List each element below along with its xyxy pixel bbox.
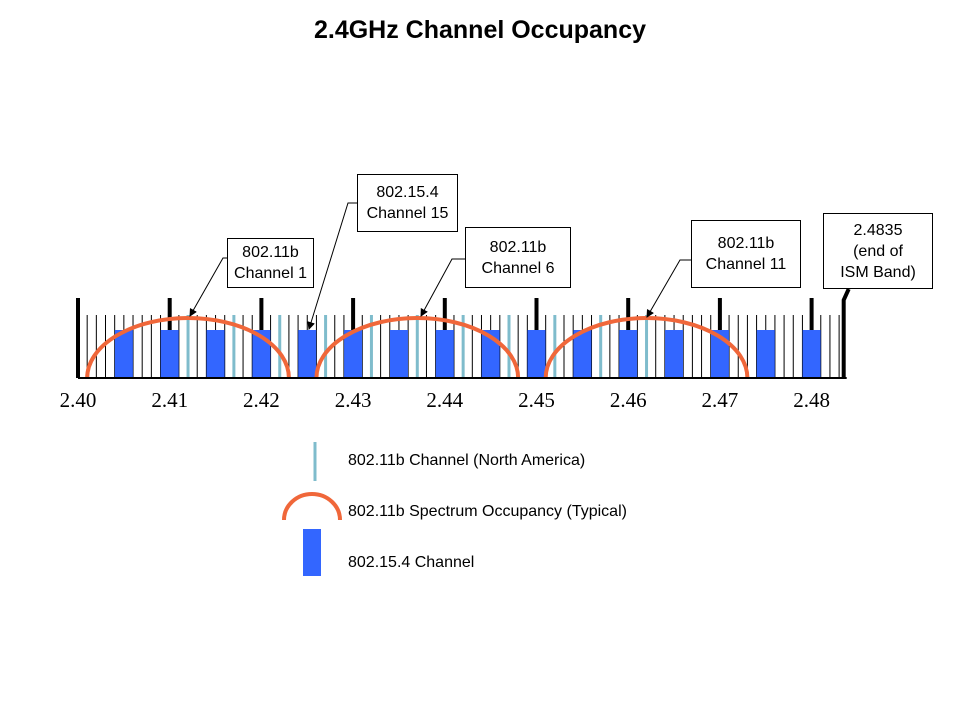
callout-leader-arrow bbox=[307, 202, 357, 330]
ism-band-end-line bbox=[841, 288, 851, 378]
legend-wifi-channel-label: 802.11b Channel (North America) bbox=[348, 452, 586, 469]
callout-line: 802.11b bbox=[489, 238, 547, 256]
wifi-occupancy-arc bbox=[85, 316, 291, 379]
zigbee-channel-bar bbox=[665, 330, 684, 378]
callout-line: 802.11b bbox=[242, 244, 299, 261]
callout-leader-arrow bbox=[420, 258, 465, 317]
tick-label: 2.44 bbox=[426, 388, 463, 412]
tick-label: 2.46 bbox=[610, 388, 647, 412]
zigbee-channel-bar bbox=[344, 330, 363, 378]
wifi-occupancy-arc bbox=[543, 316, 750, 379]
zigbee-channel-bar bbox=[298, 330, 317, 378]
callout-leader-arrow bbox=[646, 259, 691, 318]
callout-line: ISM Band) bbox=[840, 263, 916, 281]
zigbee-channel-bar bbox=[206, 330, 225, 378]
callout-channel-6: 802.11b Channel 6 bbox=[465, 227, 571, 288]
callout-line: 802.15.4 bbox=[376, 184, 439, 201]
callout-line: 802.11b bbox=[717, 235, 775, 252]
callout-leader-arrow bbox=[189, 257, 227, 317]
tick-label: 2.45 bbox=[518, 388, 555, 412]
zigbee-channel-bar bbox=[527, 330, 546, 378]
zigbee-channel-bar bbox=[573, 330, 592, 378]
zigbee-channel-bar bbox=[802, 330, 821, 378]
callout-line: Channel 1 bbox=[234, 265, 307, 282]
legend-wifi-occupancy-label: 802.11b Spectrum Occupancy (Typical) bbox=[348, 503, 627, 520]
zigbee-channel-bar bbox=[389, 330, 408, 378]
callout-line: Channel 15 bbox=[366, 205, 449, 222]
callout-channel-11: 802.11b Channel 11 bbox=[691, 220, 801, 288]
zigbee-channel-bar bbox=[756, 330, 775, 378]
page-title: 2.4GHz Channel Occupancy bbox=[313, 16, 647, 44]
tick-label: 2.41 bbox=[151, 388, 188, 412]
zigbee-channel-bar bbox=[435, 330, 454, 378]
tick-label: 2.43 bbox=[335, 388, 372, 412]
legend-zigbee-channel-label: 802.15.4 Channel bbox=[348, 554, 475, 571]
callout-line: (end of bbox=[853, 242, 903, 260]
legend-occupancy-arc-icon bbox=[282, 492, 342, 521]
callout-line: Channel 6 bbox=[481, 259, 555, 277]
wifi-occupancy-arc bbox=[314, 316, 521, 379]
callout-802154-channel-15: 802.15.4 Channel 15 bbox=[357, 174, 458, 232]
callout-ism-band-end: 2.4835 (end of ISM Band) bbox=[823, 213, 933, 289]
callout-line: Channel 11 bbox=[705, 256, 787, 273]
zigbee-channel-bar bbox=[114, 330, 133, 378]
tick-label: 2.47 bbox=[702, 388, 739, 412]
tick-label: 2.40 bbox=[60, 388, 97, 412]
callout-channel-1: 802.11b Channel 1 bbox=[227, 238, 314, 288]
callout-line: 2.4835 bbox=[853, 221, 903, 239]
zigbee-channel-bar bbox=[619, 330, 638, 378]
tick-label: 2.48 bbox=[793, 388, 830, 412]
legend-zigbee-channel-icon bbox=[303, 529, 321, 576]
tick-label: 2.42 bbox=[243, 388, 280, 412]
zigbee-channel-bar bbox=[160, 330, 179, 378]
